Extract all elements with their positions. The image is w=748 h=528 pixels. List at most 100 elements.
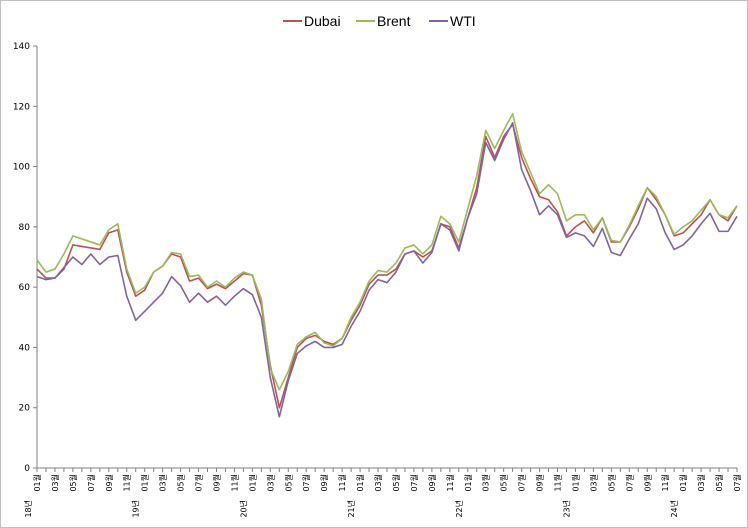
x-tick-label-text: 05월 [176, 474, 186, 492]
y-tick-label: 20 [19, 404, 31, 414]
x-tick-label-text: 05월 [714, 474, 724, 492]
series-lines [36, 113, 738, 418]
x-tick-label-text: 05월 [68, 474, 78, 492]
y-tick-label: 60 [19, 283, 31, 293]
x-tick-label: 03월 [373, 474, 383, 492]
series-line-wti [36, 122, 738, 418]
x-tick-year-label: 21년 [346, 500, 356, 518]
x-tick-label-text: 01월 [140, 474, 150, 492]
x-tick-label: 11월 [445, 474, 455, 492]
x-tick-label: 11월 [337, 474, 347, 492]
series-line-brent [36, 113, 738, 391]
x-tick-label-text: 07월 [301, 474, 311, 492]
x-tick-label-text: 03월 [158, 474, 168, 492]
x-tick-label: 03월 [50, 474, 60, 492]
x-tick-label: 11월 [122, 474, 132, 492]
x-tick-label-text: 05월 [391, 474, 401, 492]
x-tick-label: 03월 [265, 474, 275, 492]
x-tick-label: 09월 [104, 474, 114, 492]
x-tick-label: 03월 [696, 474, 706, 492]
x-tick-label-text: 09월 [104, 474, 114, 492]
x-tick-label: 07월 [194, 474, 204, 492]
x-tick-label: 03월 [158, 474, 168, 492]
x-tick-label-text: 03월 [696, 474, 706, 492]
x-tick-year-label: 20년 [238, 500, 248, 518]
x-tick-label-text: 03월 [588, 474, 598, 492]
x-tick-label: 05월 [714, 474, 724, 492]
x-tick-label: 07월 [409, 474, 419, 492]
x-tick-label-text: 11월 [445, 474, 455, 492]
y-tick-label: 120 [13, 102, 30, 112]
x-tick-label-text: 07월 [86, 474, 96, 492]
x-tick-label: 05월 [606, 474, 616, 492]
x-tick-label-text: 01월 [355, 474, 365, 492]
x-tick-label: 09월 [642, 474, 652, 492]
x-tick-label-text: 07월 [194, 474, 204, 492]
x-tick-year-label: 18년 [23, 500, 33, 518]
x-tick-label: 09월 [427, 474, 437, 492]
x-tick-label-text: 01월 [570, 474, 580, 492]
x-tick-label: 07월 [301, 474, 311, 492]
x-tick-label-text: 09월 [427, 474, 437, 492]
x-tick-label-text: 01월 [463, 474, 473, 492]
x-tick-year-label: 24년 [669, 500, 679, 518]
x-tick-label-text: 11월 [553, 474, 563, 492]
x-tick-label-text: 11월 [229, 474, 239, 492]
y-tick-label: 140 [13, 42, 30, 52]
x-tick-label-text: 11월 [337, 474, 347, 492]
x-tick-label-text: 03월 [373, 474, 383, 492]
x-tick-label-text: 11월 [660, 474, 670, 492]
x-tick-label-text: 07월 [517, 474, 527, 492]
x-tick-label: 07월 [86, 474, 96, 492]
x-tick-label: 05월 [176, 474, 186, 492]
x-tick-label: 05월 [499, 474, 509, 492]
x-tick-label-text: 01월 [247, 474, 257, 492]
x-tick-label: 05월 [283, 474, 293, 492]
x-tick-label: 03월 [481, 474, 491, 492]
x-tick-label: 09월 [211, 474, 221, 492]
x-tick-label-text: 01월 [678, 474, 688, 492]
x-tick-label: 05월 [391, 474, 401, 492]
y-tick-label: 40 [19, 343, 31, 353]
x-tick-label-text: 07월 [409, 474, 419, 492]
x-tick-label-text: 01월 [32, 474, 42, 492]
x-tick-label-text: 05월 [606, 474, 616, 492]
x-tick-label-text: 09월 [319, 474, 329, 492]
x-tick-label-text: 05월 [283, 474, 293, 492]
x-tick-label: 07월 [732, 474, 742, 492]
x-tick-label: 11월 [553, 474, 563, 492]
y-tick-label: 100 [13, 163, 30, 173]
x-tick-label-text: 09월 [211, 474, 221, 492]
x-tick-label-text: 09월 [642, 474, 652, 492]
x-tick-year-label: 19년 [131, 500, 141, 518]
x-tick-label: 07월 [517, 474, 527, 492]
x-tick-label: 11월 [229, 474, 239, 492]
legend-label-brent: Brent [377, 13, 411, 29]
x-tick-label: 07월 [624, 474, 634, 492]
legend-label-dubai: Dubai [304, 13, 341, 29]
x-tick-label-text: 05월 [499, 474, 509, 492]
x-tick-label-text: 07월 [732, 474, 742, 492]
x-tick-label-text: 03월 [265, 474, 275, 492]
x-tick-label: 09월 [535, 474, 545, 492]
x-tick-label: 09월 [319, 474, 329, 492]
legend-label-wti: WTI [450, 13, 476, 29]
x-tick-year-label: 23년 [561, 500, 571, 518]
x-tick-label-text: 11월 [122, 474, 132, 492]
y-tick-label: 80 [19, 223, 31, 233]
y-tick-label: 0 [24, 464, 30, 474]
x-tick-label: 05월 [68, 474, 78, 492]
x-tick-label: 11월 [660, 474, 670, 492]
x-tick-label-text: 03월 [481, 474, 491, 492]
series-line-dubai [36, 123, 738, 409]
x-tick-label-text: 03월 [50, 474, 60, 492]
